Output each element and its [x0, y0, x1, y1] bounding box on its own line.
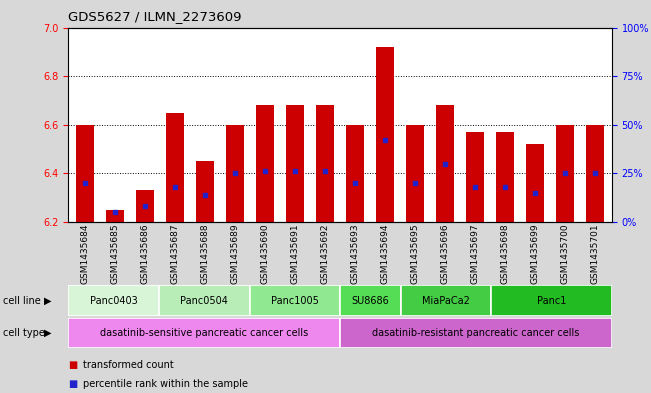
Text: GSM1435693: GSM1435693	[351, 223, 359, 284]
Bar	[400, 285, 491, 316]
Bar	[406, 125, 424, 222]
Text: GSM1435697: GSM1435697	[471, 223, 480, 284]
Text: GDS5627 / ILMN_2273609: GDS5627 / ILMN_2273609	[68, 10, 242, 23]
Bar	[316, 105, 334, 222]
Bar	[68, 318, 340, 348]
Bar	[557, 125, 574, 222]
Bar	[587, 125, 604, 222]
Text: GSM1435684: GSM1435684	[80, 223, 89, 284]
Bar	[166, 113, 184, 222]
Bar	[496, 132, 514, 222]
Bar	[76, 125, 94, 222]
Text: GSM1435685: GSM1435685	[111, 223, 119, 284]
Text: transformed count: transformed count	[83, 360, 173, 370]
Bar	[340, 285, 400, 316]
Bar	[376, 47, 395, 222]
Text: GSM1435690: GSM1435690	[260, 223, 270, 284]
Text: ▶: ▶	[44, 296, 52, 306]
Bar	[466, 132, 484, 222]
Text: Panc0403: Panc0403	[90, 296, 137, 306]
Text: dasatinib-sensitive pancreatic cancer cells: dasatinib-sensitive pancreatic cancer ce…	[100, 328, 309, 338]
Bar	[527, 144, 544, 222]
Text: GSM1435688: GSM1435688	[201, 223, 210, 284]
Text: percentile rank within the sample: percentile rank within the sample	[83, 378, 247, 389]
Text: ■: ■	[68, 360, 77, 370]
Text: SU8686: SU8686	[352, 296, 389, 306]
Text: MiaPaCa2: MiaPaCa2	[422, 296, 470, 306]
Bar	[196, 161, 214, 222]
Bar	[436, 105, 454, 222]
Text: GSM1435689: GSM1435689	[230, 223, 240, 284]
Bar	[256, 105, 274, 222]
Text: Panc0504: Panc0504	[180, 296, 229, 306]
Text: cell type: cell type	[3, 328, 45, 338]
Text: ■: ■	[68, 378, 77, 389]
Bar	[159, 285, 249, 316]
Text: Panc1005: Panc1005	[271, 296, 319, 306]
Text: dasatinib-resistant pancreatic cancer cells: dasatinib-resistant pancreatic cancer ce…	[372, 328, 580, 338]
Bar	[491, 285, 612, 316]
Text: GSM1435694: GSM1435694	[381, 223, 390, 284]
Text: GSM1435691: GSM1435691	[290, 223, 299, 284]
Bar	[226, 125, 244, 222]
Bar	[136, 191, 154, 222]
Text: GSM1435699: GSM1435699	[531, 223, 540, 284]
Text: ▶: ▶	[44, 328, 52, 338]
Text: GSM1435686: GSM1435686	[141, 223, 150, 284]
Bar	[286, 105, 304, 222]
Text: cell line: cell line	[3, 296, 41, 306]
Bar	[249, 285, 340, 316]
Bar	[68, 285, 159, 316]
Text: Panc1: Panc1	[537, 296, 566, 306]
Bar	[346, 125, 364, 222]
Bar	[106, 210, 124, 222]
Text: GSM1435698: GSM1435698	[501, 223, 510, 284]
Text: GSM1435695: GSM1435695	[411, 223, 420, 284]
Text: GSM1435700: GSM1435700	[561, 223, 570, 284]
Text: GSM1435701: GSM1435701	[591, 223, 600, 284]
Text: GSM1435696: GSM1435696	[441, 223, 450, 284]
Text: GSM1435687: GSM1435687	[171, 223, 180, 284]
Bar	[340, 318, 612, 348]
Text: GSM1435692: GSM1435692	[321, 223, 329, 284]
